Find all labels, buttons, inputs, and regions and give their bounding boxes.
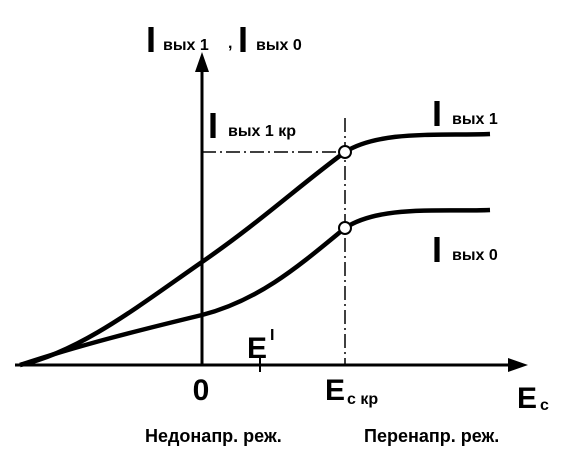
x-label-sub: с xyxy=(540,397,549,414)
point-sub: с кр xyxy=(347,391,378,408)
regime-label: Недонапр. реж. xyxy=(145,426,282,446)
curve-0 xyxy=(19,207,491,368)
curve-label-main: I xyxy=(432,229,442,270)
critical-sub: вых 1 кр xyxy=(228,123,296,140)
y-label-sub: вых 0 xyxy=(256,37,302,54)
x-label-main: E xyxy=(517,382,537,415)
y-label-separator: , xyxy=(228,35,232,52)
y-label-sub: вых 1 xyxy=(163,37,209,54)
point-main: E xyxy=(325,374,345,407)
prime-main: E xyxy=(247,332,267,365)
y-arrow xyxy=(195,52,209,72)
curve-1 xyxy=(19,131,491,368)
curve-label-main: I xyxy=(432,93,442,134)
curve-label-sub: вых 0 xyxy=(452,247,498,264)
regime-label: Перенапр. реж. xyxy=(364,426,499,446)
x-arrow xyxy=(508,358,528,372)
point-1 xyxy=(338,145,352,159)
prime-sup: I xyxy=(270,327,274,344)
point-0 xyxy=(338,221,352,235)
y-label-main: I xyxy=(146,19,156,60)
origin-label: 0 xyxy=(193,374,210,407)
y-label-main: I xyxy=(238,19,248,60)
critical-main: I xyxy=(208,105,218,146)
curve-label-sub: вых 1 xyxy=(452,111,498,128)
